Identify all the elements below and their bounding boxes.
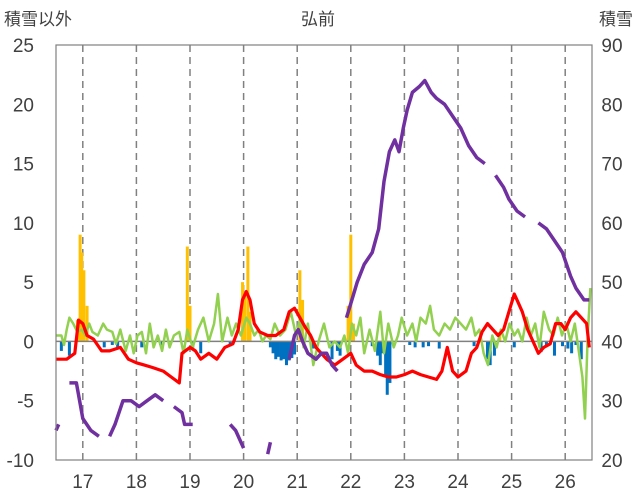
- bar-48: [413, 341, 417, 348]
- series-purple-segment-12: [537, 221, 590, 302]
- bar-31: [298, 270, 302, 342]
- series-purple-segment-1: [69, 381, 100, 438]
- bar-10: [140, 341, 144, 348]
- x-tick-label: 21: [287, 472, 308, 493]
- x-tick-label: 20: [233, 472, 254, 493]
- series-red-line: [56, 290, 591, 385]
- bar-23: [274, 341, 278, 360]
- bar-1: [67, 341, 71, 356]
- lines: [54, 78, 592, 455]
- series-purple-segment-11: [494, 174, 527, 219]
- bar-44: [384, 341, 388, 377]
- bar-12: [185, 246, 189, 342]
- bar-60: [552, 341, 556, 356]
- bar-58: [539, 341, 543, 353]
- bar-34: [330, 341, 334, 360]
- left-tick-label: 5: [23, 273, 34, 294]
- series-purple-segment-6: [228, 423, 246, 449]
- series-purple-segment-9: [287, 327, 339, 373]
- bar-27: [284, 341, 288, 366]
- bar-47: [408, 341, 412, 345]
- bar-65: [579, 341, 583, 360]
- bar-39: [351, 323, 355, 342]
- x-tick-label: 22: [340, 472, 361, 493]
- bar-9: [116, 341, 120, 349]
- bar-7: [102, 341, 106, 348]
- bar-28: [287, 341, 291, 361]
- plot-frame: [55, 44, 593, 461]
- bar-17: [241, 282, 245, 342]
- bar-59: [544, 341, 548, 345]
- x-tick-label: 25: [501, 472, 522, 493]
- bar-24: [276, 341, 280, 357]
- bar-64: [574, 341, 578, 345]
- series-purple-segment-8: [265, 441, 273, 455]
- ticks: -10 -5 0 5 10 15 20 25 20 30 40 50 60 70 80 90 17 18 19 20 2…: [7, 36, 623, 493]
- bar-6: [85, 305, 89, 342]
- bar-52: [472, 341, 476, 347]
- bar-38: [349, 234, 353, 342]
- left-tick-label: 20: [13, 95, 34, 116]
- bar-21: [268, 341, 272, 348]
- bar-62: [566, 341, 570, 349]
- left-tick-label: 0: [23, 332, 34, 353]
- bar-15: [199, 341, 203, 354]
- left-tick-label: 10: [13, 214, 34, 235]
- series-purple-segment-2: [108, 393, 165, 438]
- bar-53: [485, 341, 489, 360]
- right-tick-label: 40: [601, 332, 622, 353]
- bar-3: [78, 234, 82, 342]
- right-tick-label: 60: [601, 214, 622, 235]
- bar-57: [512, 341, 516, 348]
- bar-63: [570, 341, 574, 354]
- bar-45: [385, 341, 389, 395]
- bar-42: [378, 341, 382, 366]
- bar-18: [243, 294, 247, 342]
- x-tick-label: 26: [555, 472, 576, 493]
- bar-25: [279, 341, 283, 361]
- bar-46: [388, 341, 392, 383]
- series-green-line: [56, 288, 592, 420]
- right-tick-label: 80: [601, 95, 622, 116]
- bar-22: [271, 341, 275, 354]
- bar-49: [421, 341, 425, 348]
- left-tick-label: -10: [7, 451, 34, 472]
- x-tick-label: 24: [447, 472, 469, 493]
- bar-30: [293, 341, 297, 355]
- bar-51: [437, 341, 441, 349]
- series-purple-segment-3: [172, 405, 193, 427]
- right-tick-label: 20: [601, 451, 622, 472]
- bar-26: [282, 341, 286, 360]
- left-tick-label: 15: [13, 155, 34, 176]
- bar-4: [80, 252, 84, 342]
- bar-13: [188, 305, 192, 342]
- right-tick-label: 30: [601, 392, 622, 413]
- left-tick-label: -5: [17, 392, 34, 413]
- x-tick-label: 17: [72, 472, 93, 493]
- right-axis-title: 積雪: [599, 10, 633, 30]
- bar-5: [82, 270, 86, 342]
- x-tick-label: 19: [179, 472, 200, 493]
- bar-61: [561, 341, 565, 347]
- bar-55: [492, 341, 496, 356]
- x-tick-label: 18: [126, 472, 147, 493]
- left-tick-label: 25: [13, 36, 34, 57]
- bar-0: [59, 341, 63, 351]
- right-tick-label: 70: [601, 155, 622, 176]
- right-tick-label: 90: [601, 36, 622, 57]
- left-axis-title: 積雪以外: [4, 10, 72, 30]
- right-tick-label: 50: [601, 273, 622, 294]
- bar-37: [346, 305, 350, 342]
- chart-title: 弘前: [301, 10, 335, 30]
- bar-41: [376, 341, 380, 356]
- bar-8: [110, 341, 114, 345]
- series-purple-segment-10: [344, 78, 486, 319]
- x-tick-label: 23: [394, 472, 415, 493]
- bar-50: [427, 341, 431, 347]
